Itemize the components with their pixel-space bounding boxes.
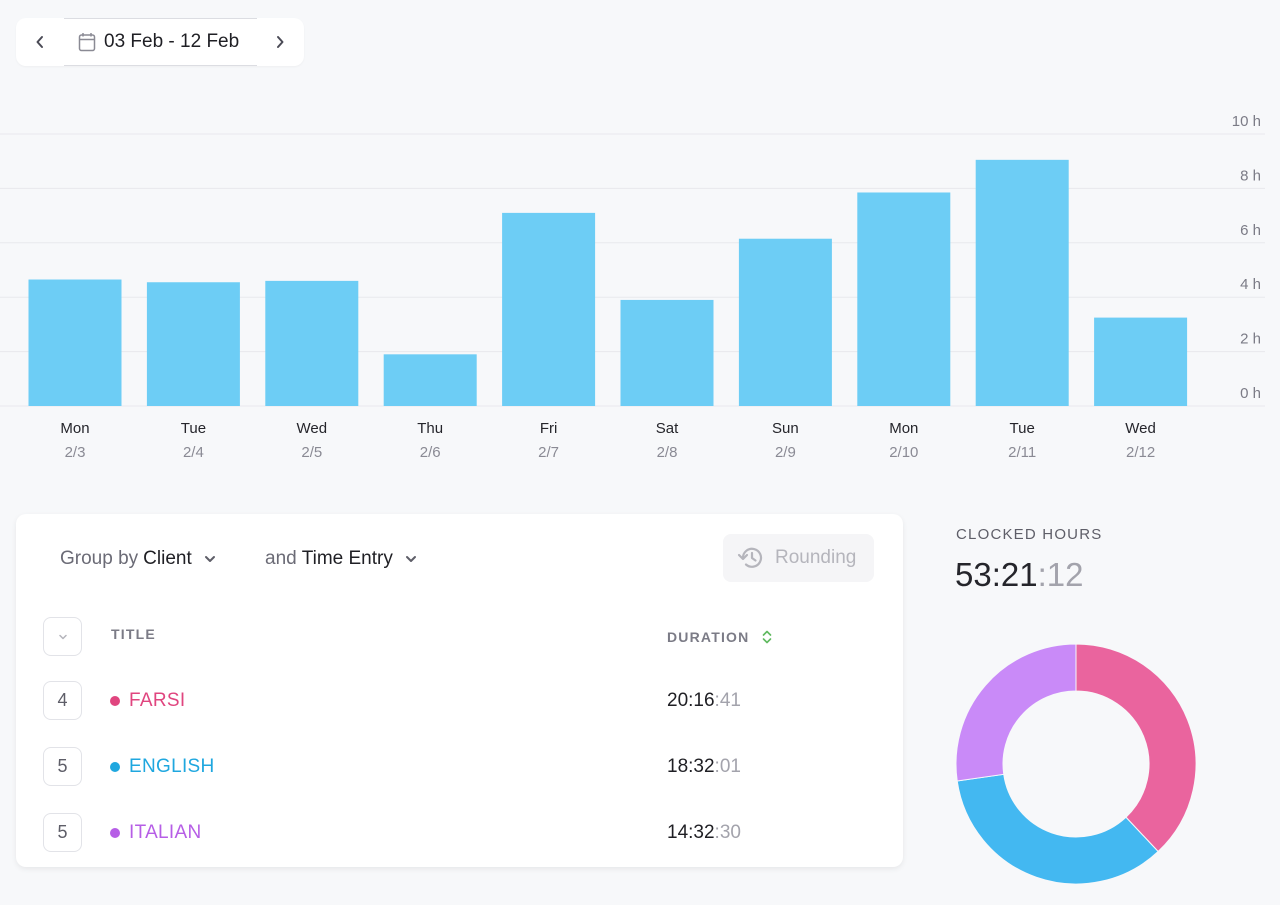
bar <box>28 279 122 406</box>
rounding-button[interactable]: Rounding <box>723 534 874 582</box>
next-period-button[interactable] <box>256 18 304 66</box>
x-axis-date-label: 2/8 <box>657 444 678 461</box>
bar <box>383 354 477 406</box>
duration-seconds: :30 <box>714 822 741 843</box>
bar <box>620 299 714 406</box>
x-axis-date-label: 2/3 <box>65 444 86 461</box>
duration-value: 14:32:30 <box>667 822 741 844</box>
entry-count-badge[interactable]: 4 <box>43 681 82 720</box>
and-prefix: and <box>265 548 297 569</box>
expand-all-toggle[interactable] <box>43 617 82 656</box>
x-axis-day-label: Wed <box>1125 420 1156 437</box>
x-axis-day-label: Wed <box>297 420 328 437</box>
column-header-duration[interactable]: DURATION <box>667 628 773 646</box>
y-axis-tick-label: 2 h <box>1240 331 1261 348</box>
client-name[interactable]: FARSI <box>129 690 186 711</box>
and-value: Time Entry <box>301 548 393 569</box>
calendar-icon <box>78 32 96 52</box>
x-axis-day-label: Sat <box>656 420 679 437</box>
x-axis-day-label: Fri <box>540 420 558 437</box>
donut-slice <box>1075 643 1197 853</box>
hours-bar-chart: 0 h 2 h 4 h 6 h 8 h 10 h Mon 2/3 Tue 2/4 Wed 2/5 Thu… <box>0 113 1265 461</box>
bar <box>857 192 951 406</box>
bar <box>738 238 832 406</box>
x-axis-day-label: Sun <box>772 420 799 437</box>
x-axis-date-label: 2/9 <box>775 444 796 461</box>
x-axis-day-label: Tue <box>181 420 206 437</box>
group-by-prefix: Group by <box>60 548 139 569</box>
bar <box>265 280 359 406</box>
group-by-client-dropdown[interactable]: Group by Client <box>60 548 216 570</box>
y-axis-tick-label: 4 h <box>1240 276 1261 293</box>
duration-seconds: :01 <box>714 756 741 777</box>
x-axis-day-label: Thu <box>417 420 443 437</box>
x-axis-date-label: 2/11 <box>1008 444 1036 461</box>
donut-slice <box>956 773 1159 885</box>
clocked-hours-title: CLOCKED HOURS <box>956 526 1103 543</box>
x-axis-date-label: 2/12 <box>1126 444 1155 461</box>
date-range-label: 03 Feb - 12 Feb <box>104 31 240 52</box>
x-axis-date-label: 2/4 <box>183 444 204 461</box>
bar <box>975 159 1069 406</box>
and-time-entry-dropdown[interactable]: and Time Entry <box>265 548 417 570</box>
bar <box>502 212 596 406</box>
duration-hhmm: 14:32 <box>667 822 715 843</box>
duration-header-label: DURATION <box>667 629 750 645</box>
rounding-label: Rounding <box>775 547 857 568</box>
previous-period-button[interactable] <box>16 18 64 66</box>
entry-count-badge[interactable]: 5 <box>43 747 82 786</box>
group-by-value: Client <box>143 548 192 569</box>
client-name[interactable]: ITALIAN <box>129 822 202 843</box>
donut-slice <box>955 643 1077 782</box>
entry-count-badge[interactable]: 5 <box>43 813 82 852</box>
date-range-field[interactable]: 03 Feb - 12 Feb <box>64 18 257 66</box>
clocked-hours-main: 53:21 <box>955 556 1038 593</box>
table-row: 4 FARSI 20:16:41 <box>16 681 903 721</box>
duration-seconds: :41 <box>714 690 741 711</box>
y-axis-tick-label: 6 h <box>1240 222 1261 239</box>
column-header-title: TITLE <box>111 626 156 642</box>
table-row: 5 ENGLISH 18:32:01 <box>16 747 903 787</box>
chevron-down-icon <box>204 555 216 563</box>
x-axis-day-label: Mon <box>889 420 918 437</box>
grouping-panel: Group by Client and Time Entry Rounding … <box>16 514 903 867</box>
history-clock-icon <box>737 545 765 571</box>
duration-hhmm: 20:16 <box>667 690 715 711</box>
y-axis-tick-label: 10 h <box>1232 113 1261 130</box>
chevron-right-icon <box>277 36 284 48</box>
x-axis-date-label: 2/5 <box>301 444 322 461</box>
chevron-down-icon <box>405 555 417 563</box>
client-color-dot <box>110 696 120 706</box>
client-color-dot <box>110 828 120 838</box>
x-axis-date-label: 2/6 <box>420 444 441 461</box>
client-color-dot <box>110 762 120 772</box>
clients-donut-chart <box>955 643 1197 885</box>
chevron-down-icon <box>58 634 67 639</box>
sort-icon <box>761 628 773 646</box>
x-axis-date-label: 2/7 <box>538 444 559 461</box>
x-axis-date-label: 2/10 <box>889 444 918 461</box>
clocked-hours-seconds: :12 <box>1037 556 1084 593</box>
client-name[interactable]: ENGLISH <box>129 756 215 777</box>
bar <box>146 282 240 406</box>
duration-value: 18:32:01 <box>667 756 741 778</box>
duration-hhmm: 18:32 <box>667 756 715 777</box>
duration-value: 20:16:41 <box>667 690 741 712</box>
x-axis-day-label: Mon <box>60 420 89 437</box>
table-row: 5 ITALIAN 14:32:30 <box>16 813 903 853</box>
bar <box>1094 317 1188 406</box>
y-axis-tick-label: 8 h <box>1240 167 1261 184</box>
date-range-picker: 03 Feb - 12 Feb <box>16 18 304 66</box>
chevron-left-icon <box>36 36 43 48</box>
clocked-hours-value: 53:21:12 <box>955 556 1083 594</box>
x-axis-day-label: Tue <box>1010 420 1035 437</box>
y-axis-tick-label: 0 h <box>1240 385 1261 402</box>
